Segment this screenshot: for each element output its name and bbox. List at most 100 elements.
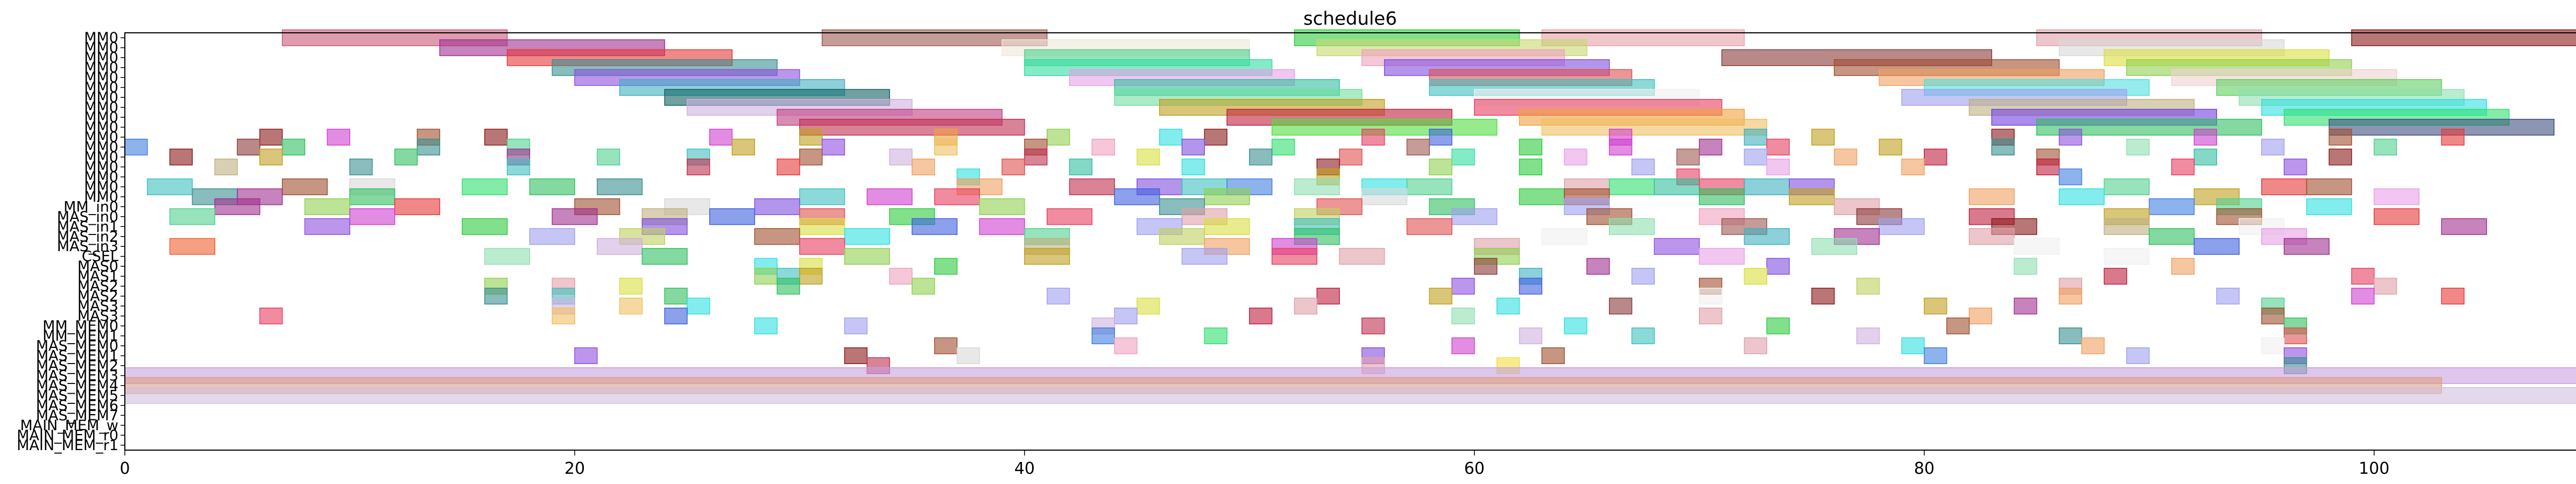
task-bar [169,148,193,166]
y-tick-label: MAS_MEM4 [36,378,118,394]
task-bar [956,347,980,365]
task-bar [2216,288,2240,305]
task-bar [529,178,575,195]
task-bar [1204,188,1250,205]
task-bar [934,188,980,205]
y-tick-label: MM0 [84,119,118,136]
x-axis: 0 20 40 60 80 100 [119,450,2389,478]
task-bar [2058,129,2083,146]
task-bar [2374,277,2397,295]
task-bar [304,218,350,235]
task-bar [1541,118,1768,136]
task-bar [1699,248,1745,265]
y-tick-label: MM_MEM1 [43,328,118,345]
task-bar [281,178,328,195]
task-bar [619,297,643,315]
task-bar [1159,228,1205,245]
y-tick-label: MAS_in2 [57,229,118,245]
y-tick-label: MAS_in3 [57,238,118,255]
task-bar [799,268,823,285]
y-tick-label: MAS3 [77,298,118,315]
task-bar [1316,288,1340,305]
task-bar [2283,238,2330,255]
task-bar [1654,178,1700,195]
task-bar [1586,258,1610,275]
task-bar [799,238,845,255]
task-bar [1631,327,1655,345]
y-tick-label: MM0 [84,189,118,205]
task-bar [214,198,260,215]
task-bar [1091,327,1115,345]
task-bar [2441,288,2465,305]
task-bar [1519,138,1543,156]
y-tick-label: MM0 [84,109,118,126]
task-bar [799,129,823,146]
task-bar [2058,327,2083,345]
task-bar [1339,148,1363,166]
task-bar [484,288,508,305]
task-bar [2283,327,2307,345]
task-bar [1541,228,1587,245]
task-bar [1519,327,1543,345]
task-bar [597,148,620,166]
task-bar [304,198,350,215]
task-bar [1699,188,1745,205]
task-bar [169,208,215,225]
task-bar [1406,178,1452,195]
task-bar [2014,297,2037,315]
y-tick-label: MAS3 [77,308,118,325]
task-bar [462,178,508,195]
task-bar [2261,138,2285,156]
task-bar [799,118,1025,136]
task-bar [1204,218,1250,235]
task-bar [2261,178,2307,195]
task-bar [1249,308,1273,325]
y-tick-label: MAS2 [77,288,118,305]
task-bar [2036,158,2060,175]
y-tick-label: MM0 [84,69,118,86]
task-bar [2058,168,2083,186]
task-bar [2126,347,2150,365]
task-bar [1856,277,1880,295]
task-bar [1271,138,1295,156]
task-bar [799,188,845,205]
task-bar [574,347,598,365]
y-tick-label: CSEL [82,248,118,265]
task-bar [1699,308,1723,325]
task-bar [1968,188,2015,205]
task-bar [1608,297,1633,315]
task-bar [1046,208,1093,225]
task-bar [462,218,508,235]
task-bar [1856,327,1880,345]
y-tick-label: MM0 [84,40,118,56]
y-tick-label: MM0 [84,80,118,96]
task-bar [2104,218,2150,235]
task-bar [1429,129,1452,146]
task-bar [1608,138,1633,156]
task-bar [1046,129,1070,146]
task-bar [124,387,2576,404]
task-bar [1046,288,1070,305]
task-bar [2374,188,2420,205]
task-bar [1519,158,1543,175]
task-bar [1924,347,1947,365]
task-bar [597,178,643,195]
task-bar [529,228,575,245]
task-bar [1137,297,1160,315]
task-bar [237,138,260,156]
task-bar [1879,138,1902,156]
y-tick-label: MAS_MEM0 [36,338,118,354]
x-tick-label: 60 [1464,459,1485,478]
task-bar [754,317,778,334]
task-bar [1519,277,1543,295]
task-bar [754,268,778,285]
task-bar [2193,129,2217,146]
task-bar [1294,297,1318,315]
task-bar [1744,337,1768,354]
task-bar [1676,148,1700,166]
task-bar [2171,158,2195,175]
task-bar [754,228,800,245]
task-bar [1451,148,1475,166]
task-bar [1811,288,1835,305]
task-bar [1474,258,1498,275]
